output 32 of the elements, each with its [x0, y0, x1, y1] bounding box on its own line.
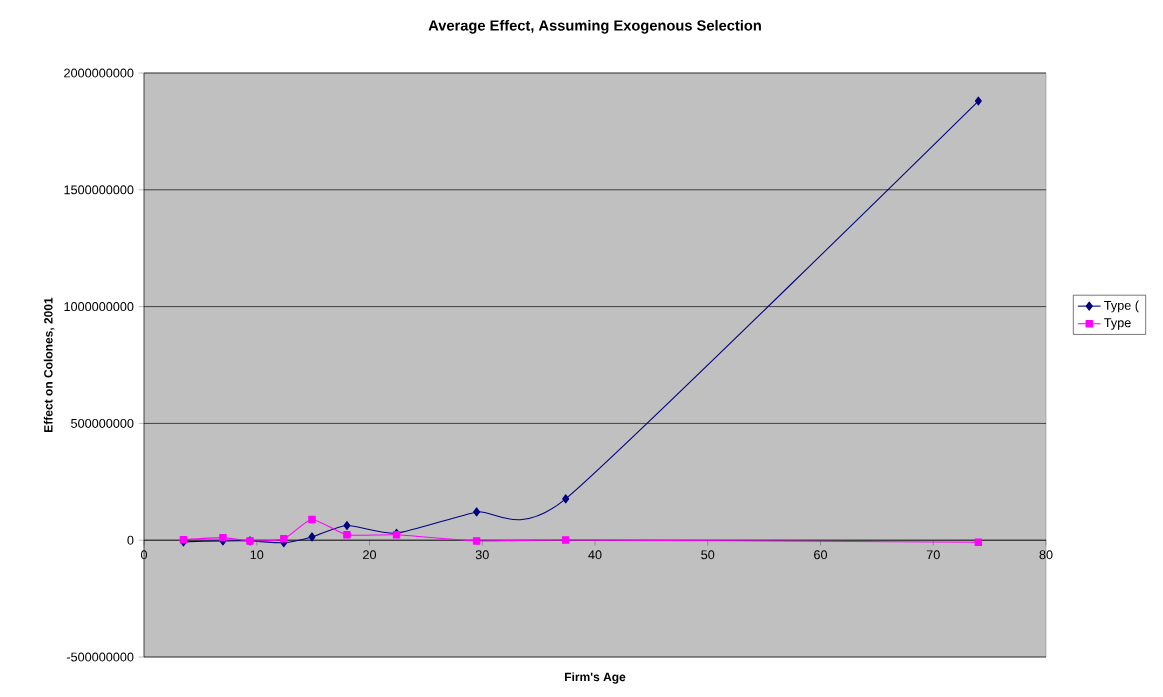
x-tick-label: 30 [475, 550, 489, 560]
y-tick-label: -500000000 [66, 652, 134, 662]
point [974, 538, 983, 547]
y-tick-label: 1000000000 [64, 302, 134, 312]
point [343, 520, 351, 531]
x-tick-label: 70 [926, 550, 940, 560]
x-tick-label: 40 [588, 550, 602, 560]
point [219, 533, 227, 542]
point [974, 96, 982, 106]
x-tick-label: 80 [1039, 550, 1053, 560]
x-tick-label: 20 [363, 550, 377, 560]
x-tick-label: 50 [701, 550, 715, 560]
point [308, 532, 316, 542]
x-axis-title: Firm's Age [565, 672, 626, 684]
point [280, 535, 288, 543]
point [308, 515, 316, 524]
chart-title: Average Effect, Assuming Exogenous Selection [428, 19, 761, 34]
y-tick-label: 0 [127, 535, 134, 545]
legend-label: Type ( [1104, 300, 1139, 313]
y-axis-title: Effect on Colones, 2001 [43, 297, 55, 432]
point [562, 494, 570, 504]
y-tick-label: 1500000000 [64, 185, 134, 195]
point [343, 531, 351, 539]
x-tick-label: 10 [250, 550, 264, 560]
x-tick-label: 60 [814, 550, 828, 560]
x-tick-label: 0 [140, 550, 148, 560]
y-tick-label: 500000000 [71, 418, 134, 428]
legend-label: Type [1104, 318, 1131, 330]
point [473, 507, 481, 517]
point [472, 537, 481, 545]
y-tick-label: 2000000000 [64, 68, 134, 78]
point [561, 536, 570, 544]
